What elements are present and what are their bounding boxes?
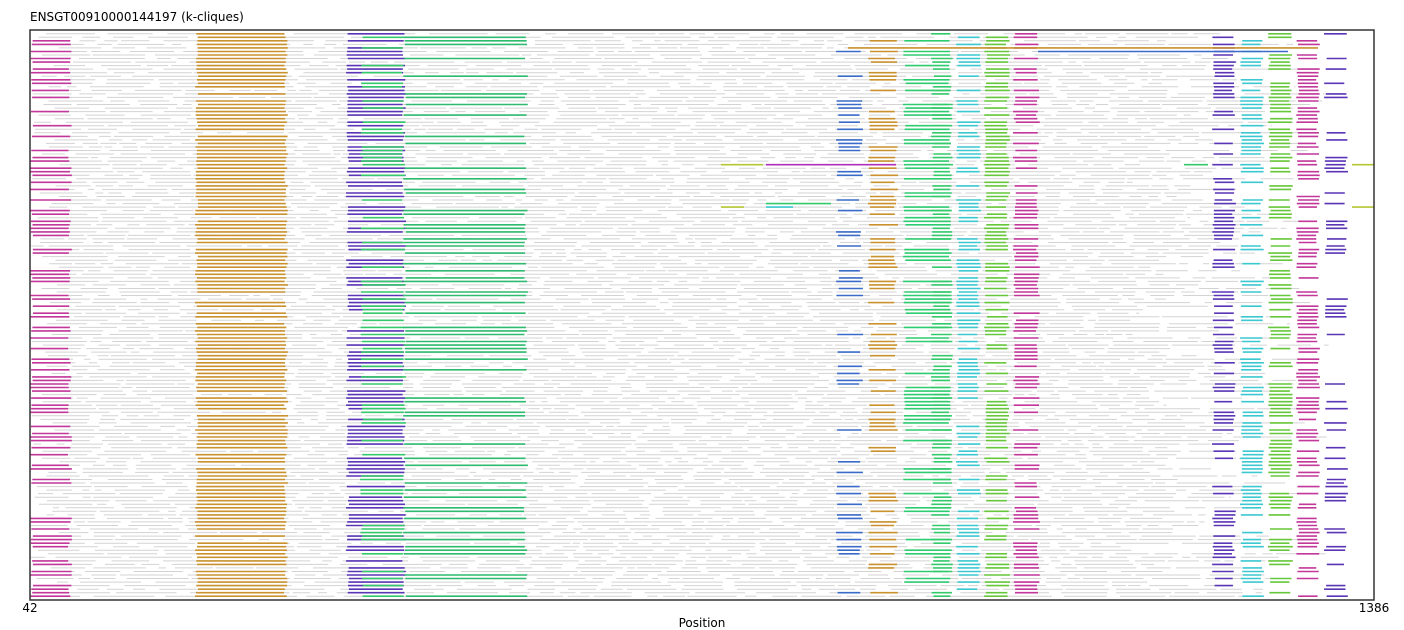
chart-title: ENSGT00910000144197 (k-cliques) [30, 10, 244, 24]
alignment-rows [30, 32, 1374, 598]
